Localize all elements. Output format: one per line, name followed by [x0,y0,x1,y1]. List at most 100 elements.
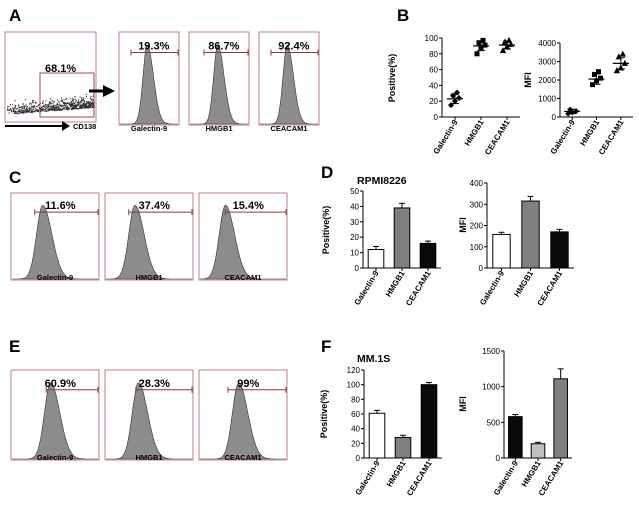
scatter-dot [74,102,76,104]
data-point [482,42,488,48]
scatter-dot [46,105,48,107]
scatter-dot [83,99,85,101]
scatter-dot [30,111,32,113]
y-tick-label: 40 [429,81,438,90]
scatter-dot [18,110,20,112]
scatter-dot [9,108,11,110]
scatter-dot [33,106,35,108]
scatter-dot [76,103,78,105]
y-axis-label: Positive(%) [387,54,397,103]
scatter-dot [81,105,83,107]
scatter-dot [48,103,50,105]
y-tick-label: 1000 [538,95,556,104]
scatter-dot [84,107,86,109]
scatter-dot [89,104,91,106]
histogram-curve [260,44,318,125]
scatter-dot [70,103,72,105]
scatter-dot [18,110,20,112]
scatter-dot [79,101,81,103]
bar [550,231,569,269]
scatter-dot [13,112,15,114]
scatter-dot [48,105,50,107]
scatter-dot [55,108,57,110]
scatter-dot [18,107,20,109]
scatter-dot [42,108,44,110]
scatter-dot [88,101,90,103]
scatter-dot [25,109,27,111]
scatter-dot [65,106,67,108]
scatter-dot [23,109,25,111]
scatter-dot [62,108,64,110]
scatter-dot [58,108,60,110]
scatter-dot [64,108,66,110]
scatter-dot [78,108,80,110]
gating-arrow-head [103,85,115,97]
scatter-dot [77,108,79,110]
scatter-dot [35,109,37,111]
scatter-dot [47,106,49,108]
scatter-dot [86,104,88,106]
scatter-dot [81,97,83,99]
scatter-dot [66,107,68,109]
y-axis-label: MFI [523,72,533,88]
scatter-dot [21,109,23,111]
scatter-dot [72,102,74,104]
y-tick-label: 0 [355,264,360,273]
data-point [596,69,601,75]
scatter-dot [67,107,69,109]
scatter-dot [60,100,62,102]
scatter-dot [53,105,55,107]
data-point [499,47,507,54]
scatter-dot [72,99,74,101]
scatter-dot [62,107,64,109]
scatter-dot [42,100,44,102]
scatter-dot [69,104,71,106]
chart-f1: 0 20 40 60 80 100 120 Positive(%) MM.1S Galectin-… [319,353,442,498]
scatter-dot [79,104,81,106]
scatter-dot [47,107,49,109]
scatter-dot [31,111,33,113]
x-category-label: HMGB1 [520,459,543,489]
scatter-dot [18,104,20,106]
panel-label-e: E [9,337,20,356]
scatter-dot [86,102,88,104]
scatter-dot [49,102,51,104]
scatter-dot [18,105,20,107]
scatter-dot [10,108,12,110]
scatter-dot [12,110,14,112]
scatter-dot [43,105,45,107]
scatter-dot [54,110,56,112]
data-point [476,40,482,46]
scatter-dot [58,108,60,110]
scatter-dot [90,107,92,109]
scatter-dot [46,104,48,106]
scatter-dot [36,110,38,112]
scatter-dot [51,105,53,107]
scatter-dot [23,107,25,109]
x-category-label: CEACAM1 [536,269,565,308]
bar [419,242,437,269]
scatter-dot [8,112,10,114]
scatter-dot [72,108,74,110]
scatter-dot [85,95,87,97]
y-tick-label: 500 [487,418,501,427]
scatter-dot [32,101,34,103]
scatter-dot [46,107,48,109]
scatter-dot [69,98,71,100]
histogram-curve [200,382,286,460]
scatter-dot [71,101,73,103]
scatter-dot [13,108,15,110]
scatter-dot [24,105,26,107]
scatter-dot [32,111,34,113]
scatter-dot [64,103,66,105]
scatter-dot [53,108,55,110]
scatter-dot [69,105,71,107]
scatter-dot [15,108,17,110]
scatter-dot [60,104,62,106]
histogram-curve [190,44,248,125]
scatter-dot [84,100,86,102]
scatter-dot [71,104,73,106]
scatter-dot [54,108,56,110]
data-point [456,95,462,102]
scatter-dot [45,108,47,110]
